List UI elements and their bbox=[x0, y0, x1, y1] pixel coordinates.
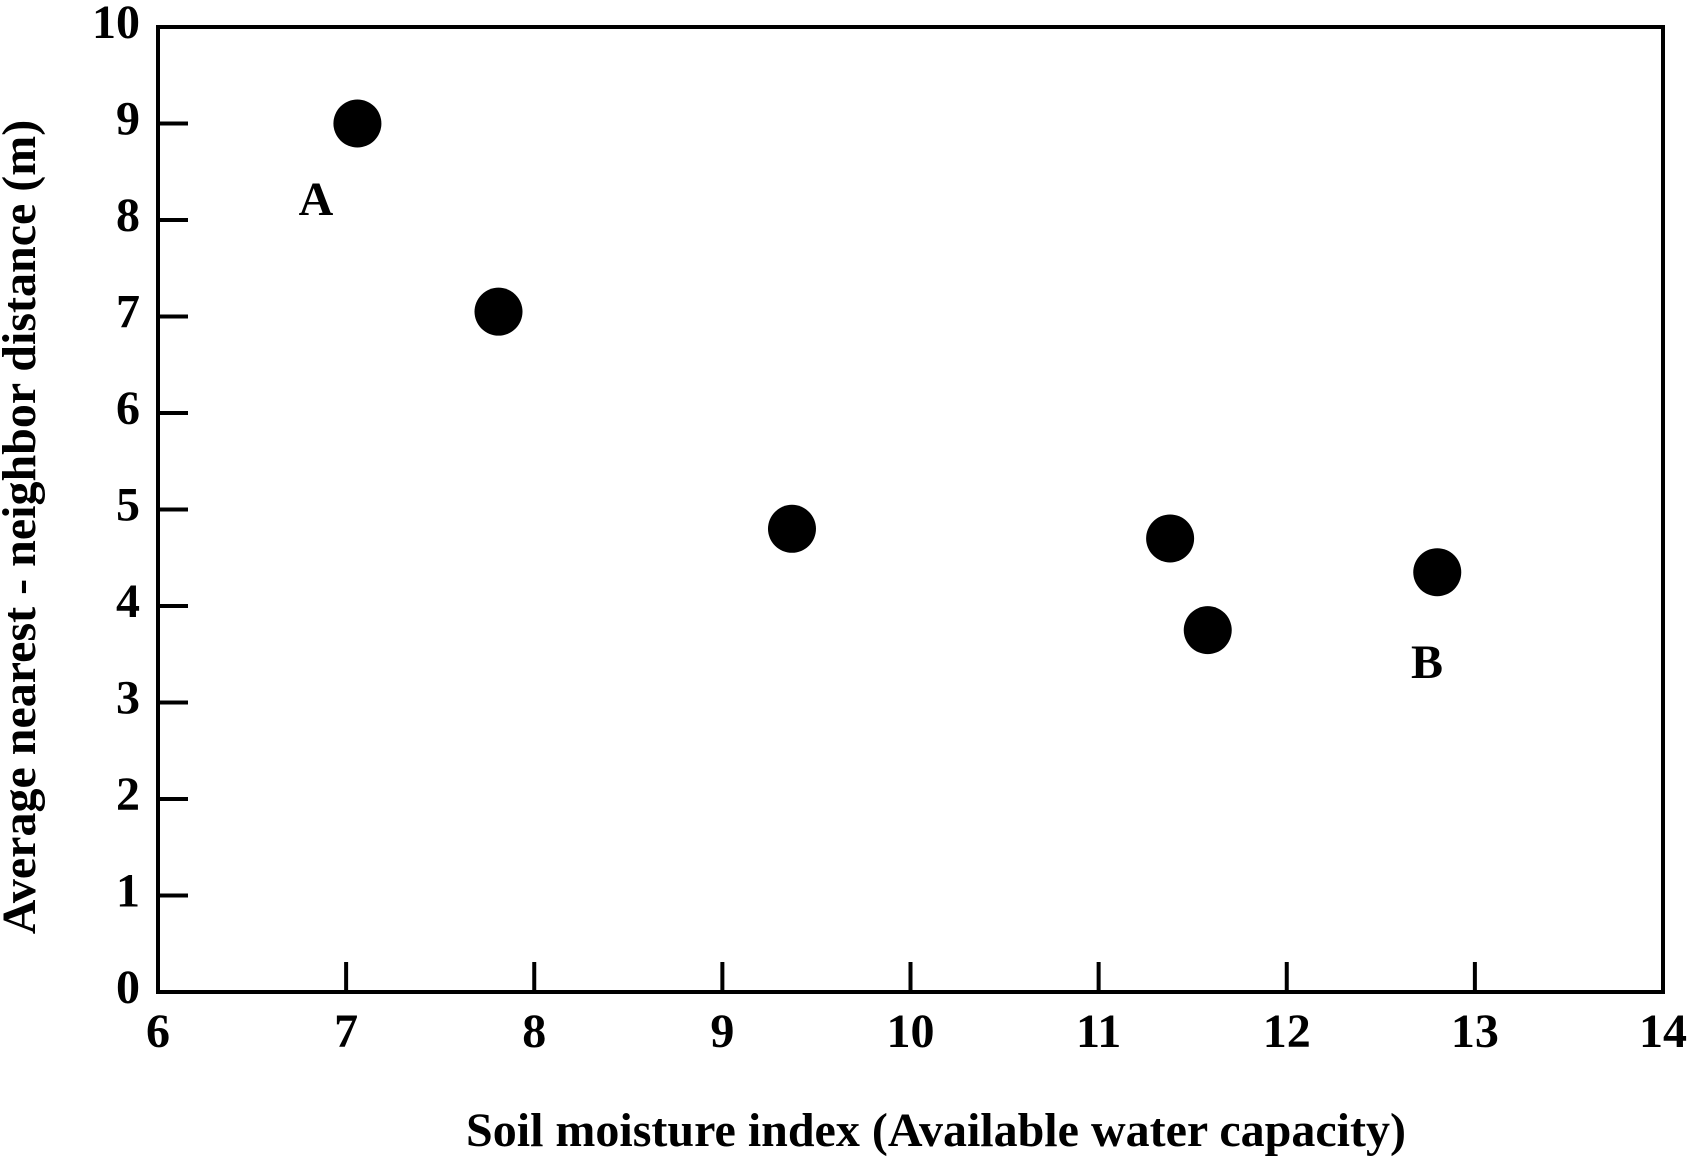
y-tick-label: 1 bbox=[116, 865, 140, 918]
point bbox=[1413, 548, 1462, 597]
plot-frame bbox=[156, 25, 1665, 994]
y-tick-label: 6 bbox=[116, 382, 140, 435]
x-tick-label: 14 bbox=[1639, 1005, 1687, 1058]
point bbox=[1183, 606, 1232, 655]
x-tick-label: 9 bbox=[710, 1005, 734, 1058]
point bbox=[333, 99, 382, 148]
y-tick-label: 10 bbox=[92, 0, 140, 49]
x-axis-title: Soil moisture index (Available water cap… bbox=[466, 1104, 1406, 1157]
x-tick-label: 7 bbox=[334, 1005, 358, 1058]
y-tick-label: 5 bbox=[116, 479, 140, 532]
annotation: A bbox=[299, 173, 334, 226]
x-tick-label: 10 bbox=[887, 1005, 935, 1058]
y-tick-label: 3 bbox=[116, 672, 140, 725]
point bbox=[474, 287, 523, 336]
annotation: B bbox=[1411, 636, 1443, 689]
point bbox=[767, 504, 816, 553]
x-tick-label: 8 bbox=[522, 1005, 546, 1058]
y-tick-label: 8 bbox=[116, 189, 140, 242]
y-axis-title: Average nearest - neighbor distance (m) bbox=[0, 120, 46, 935]
y-tick-label: 0 bbox=[116, 961, 140, 1014]
y-tick-label: 7 bbox=[116, 286, 140, 339]
y-tick-label: 9 bbox=[116, 93, 140, 146]
y-tick-label: 4 bbox=[116, 575, 140, 628]
x-tick-label: 12 bbox=[1263, 1005, 1311, 1058]
x-tick-label: 11 bbox=[1076, 1005, 1121, 1058]
y-tick-label: 2 bbox=[116, 768, 140, 821]
x-tick-label: 13 bbox=[1451, 1005, 1499, 1058]
point bbox=[1146, 514, 1195, 563]
x-tick-label: 6 bbox=[146, 1005, 170, 1058]
